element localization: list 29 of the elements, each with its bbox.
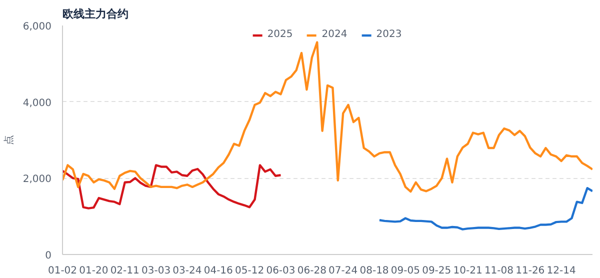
- x-tick-label: 09-05: [390, 266, 420, 276]
- chart-title: 欧线主力合约: [62, 8, 128, 20]
- x-tick-label: 12-14: [546, 266, 576, 276]
- legend-label: 2025: [267, 29, 293, 40]
- legend-label: 2024: [322, 29, 348, 40]
- x-tick-label: 01-20: [79, 266, 108, 276]
- x-tick-label: 07-24: [328, 266, 358, 276]
- line-series: [62, 41, 592, 193]
- y-tick-label: 4,000: [22, 98, 52, 109]
- x-tick-label: 08-18: [360, 266, 389, 276]
- y-tick-label: 2,000: [22, 174, 52, 186]
- line-series: [62, 164, 282, 210]
- y-axis-title: 点: [2, 135, 15, 145]
- x-tick-label: 01-02: [48, 266, 78, 276]
- x-tick-label: 06-03: [266, 266, 296, 276]
- y-tick-label: 0: [45, 250, 52, 262]
- x-tick-label: 03-03: [142, 266, 171, 276]
- x-tick-label: 05-12: [235, 266, 264, 276]
- x-tick-label: 10-21: [453, 266, 482, 276]
- x-tick-label: 04-16: [204, 266, 233, 276]
- line-series: [378, 186, 592, 230]
- x-tick-label: 06-28: [297, 266, 326, 276]
- x-tick-label: 09-25: [422, 266, 452, 276]
- y-tick-label: 6,000: [22, 22, 52, 32]
- x-tick-label: 11-08: [484, 266, 514, 276]
- x-tick-label: 03-24: [172, 266, 202, 276]
- x-tick-label: 11-26: [516, 266, 545, 276]
- x-tick-label: 02-11: [110, 266, 140, 276]
- legend-label: 2023: [376, 29, 402, 40]
